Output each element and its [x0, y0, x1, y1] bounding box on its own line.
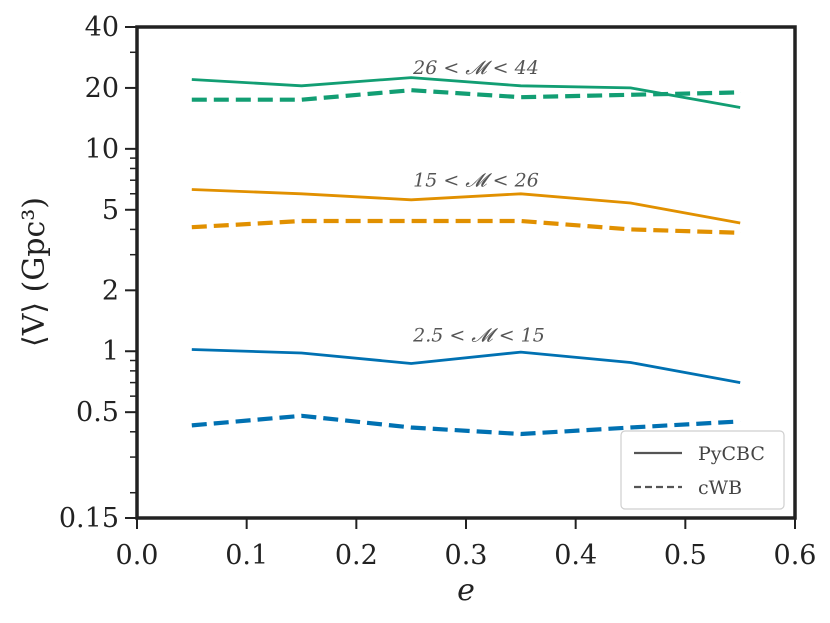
series-line-pycbc-0 [191, 76, 741, 109]
y-tick-label: 2 [102, 275, 119, 306]
legend: PyCBC cWB [620, 430, 785, 510]
y-tick-label: 40 [85, 12, 119, 43]
y-tick-label: 20 [85, 73, 119, 104]
annotation-label: 26 < 𝓜 < 44 [412, 57, 539, 79]
y-tick-label: 0.15 [59, 503, 119, 534]
ticks: 0.0 0.1 0.2 0.3 0.4 0.5 0.6 0.15 0.5 1 2 5 10 20 40 [59, 12, 817, 571]
series-line-cwb-1 [191, 88, 741, 102]
series-line-pycbc-4 [191, 348, 741, 384]
x-axis-label: e [457, 573, 475, 608]
legend-label-cwb: cWB [698, 477, 742, 499]
series-line-pycbc-2 [191, 188, 741, 225]
legend-box [620, 430, 785, 510]
y-axis-label: ⟨V⟩ (Gpc³) [17, 197, 52, 347]
y-tick-label: 1 [102, 336, 119, 367]
series-group [191, 76, 741, 437]
x-tick-label: 0.0 [116, 540, 159, 571]
annotation-label: 2.5 < 𝓜 < 15 [412, 324, 545, 346]
plot-frame [135, 25, 797, 520]
x-tick-label: 0.3 [445, 540, 488, 571]
series-line-cwb-3 [191, 218, 741, 235]
x-tick-label: 0.2 [335, 540, 378, 571]
x-tick-label: 0.1 [225, 540, 268, 571]
x-tick-label: 0.6 [774, 540, 817, 571]
annotations: 26 < 𝓜 < 44 15 < 𝓜 < 26 2.5 < 𝓜 < 15 [412, 57, 545, 347]
x-tick-label: 0.5 [664, 540, 707, 571]
x-tick-label: 0.4 [554, 540, 597, 571]
y-tick-label: 10 [85, 134, 119, 165]
y-tick-label: 5 [102, 195, 119, 226]
series-line-cwb-5 [191, 413, 741, 437]
y-tick-label: 0.5 [76, 397, 119, 428]
legend-label-pycbc: PyCBC [698, 443, 765, 465]
annotation-label: 15 < 𝓜 < 26 [413, 170, 539, 192]
